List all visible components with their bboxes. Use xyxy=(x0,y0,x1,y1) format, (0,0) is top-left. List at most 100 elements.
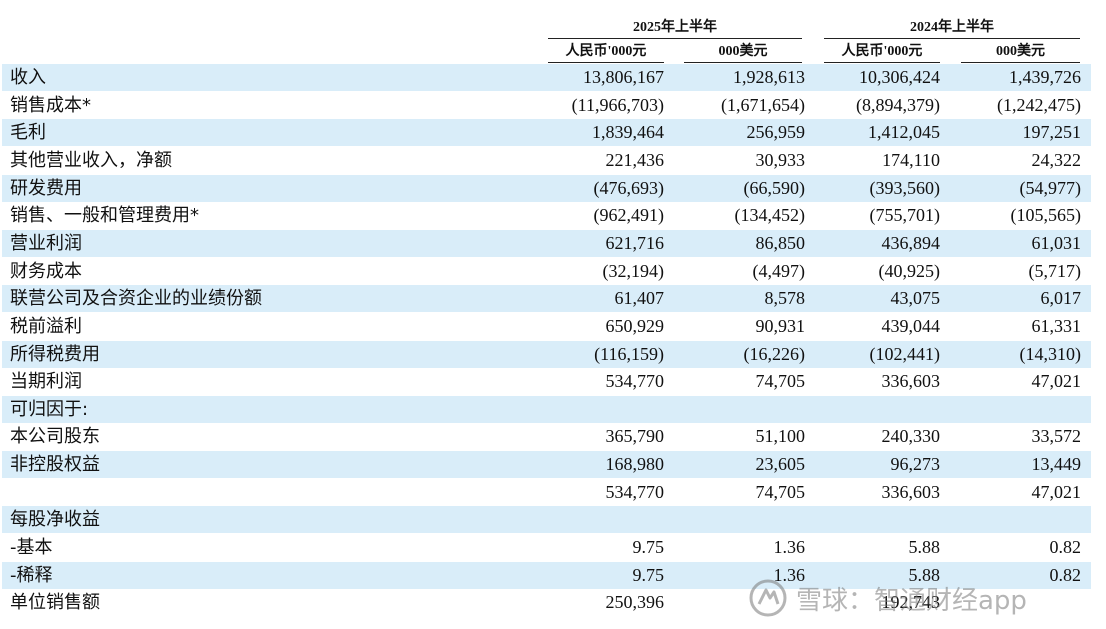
table-row: 其他营业收入，净额 221,436 30,933 174,110 24,322 xyxy=(2,147,1091,174)
value-cell: 61,407 xyxy=(614,288,665,309)
row-label: 所得税费用 xyxy=(10,343,100,365)
value-cell: 43,075 xyxy=(890,288,941,309)
value-cell: 221,436 xyxy=(605,149,665,170)
table-row: 财务成本 (32,194) (4,497) (40,925) (5,717) xyxy=(2,258,1091,285)
value-cell: (1,671,654) xyxy=(721,94,805,115)
value-cell: 51,100 xyxy=(755,426,806,447)
value-cell: 9.75 xyxy=(632,564,665,585)
value-cell: 439,044 xyxy=(881,315,941,336)
table-row: 非控股权益 168,980 23,605 96,273 13,449 xyxy=(2,451,1091,479)
value-cell xyxy=(552,396,664,423)
row-label: 研发费用 xyxy=(10,177,82,199)
value-cell: 33,572 xyxy=(1031,426,1082,447)
value-cell: (393,560) xyxy=(869,177,941,198)
row-label: -基本 xyxy=(10,537,53,559)
value-cell: (102,441) xyxy=(869,343,941,364)
value-cell: (4,497) xyxy=(752,260,806,281)
row-label: 财务成本 xyxy=(10,260,82,282)
value-cell: 96,273 xyxy=(890,454,941,475)
unit-header-usd-2024: 000美元 xyxy=(996,44,1045,59)
value-cell xyxy=(828,396,940,423)
unit-underline-rmb-2024 xyxy=(824,62,940,63)
value-cell: (8,894,379) xyxy=(856,94,940,115)
value-cell: 74,705 xyxy=(755,481,806,502)
row-label: 营业利润 xyxy=(10,232,82,254)
value-cell: 86,850 xyxy=(755,232,806,253)
unit-header-rmb-2025: 人民币'000元 xyxy=(565,44,647,59)
period-header-2024h1: 2024年上半年 xyxy=(910,20,994,35)
unit-underline-usd-2024 xyxy=(961,62,1080,63)
row-label: 其他营业收入，净额 xyxy=(10,149,172,171)
value-cell: 47,021 xyxy=(1031,371,1082,392)
value-cell: (1,242,475) xyxy=(997,94,1081,115)
row-label: 非控股权益 xyxy=(10,454,100,476)
value-cell: (962,491) xyxy=(593,205,665,226)
table-row: 当期利润 534,770 74,705 336,603 47,021 xyxy=(2,368,1091,395)
value-cell: 436,894 xyxy=(881,232,941,253)
value-cell: (105,565) xyxy=(1010,205,1082,226)
value-cell: 13,806,167 xyxy=(583,67,664,87)
value-cell: (66,590) xyxy=(743,177,806,198)
value-cell: 0.82 xyxy=(1049,537,1082,558)
value-cell: 30,933 xyxy=(755,149,806,170)
value-cell: 61,331 xyxy=(1031,315,1082,336)
table-row: 可归因于: xyxy=(2,395,1091,423)
value-cell: (755,701) xyxy=(869,205,941,226)
value-cell: 365,790 xyxy=(605,426,665,447)
period-header-2025h1: 2025年上半年 xyxy=(633,20,717,35)
row-label: 毛利 xyxy=(10,122,46,144)
row-label: 税前溢利 xyxy=(10,315,82,337)
value-cell: 534,770 xyxy=(605,371,665,392)
table-row: 每股净收益 xyxy=(2,506,1091,534)
table-row: 税前溢利 650,929 90,931 439,044 61,331 xyxy=(2,313,1091,340)
value-cell: 90,931 xyxy=(755,315,806,336)
value-cell: 61,031 xyxy=(1031,232,1082,253)
table-row: 所得税费用 (116,159) (16,226) (102,441) (14,310) xyxy=(2,340,1091,368)
row-label: -稀释 xyxy=(10,564,53,586)
value-cell: (5,717) xyxy=(1028,260,1082,281)
value-cell xyxy=(968,396,1081,423)
value-cell: 621,716 xyxy=(605,232,665,253)
value-cell xyxy=(552,506,664,533)
unit-underline-usd-2025 xyxy=(684,62,802,63)
value-cell: (134,452) xyxy=(734,205,806,226)
value-cell: 23,605 xyxy=(755,454,806,475)
value-cell: 1.36 xyxy=(773,537,806,558)
value-cell: (116,159) xyxy=(594,343,664,364)
row-label: 销售成本* xyxy=(10,94,91,116)
value-cell: 1.36 xyxy=(773,564,806,585)
value-cell xyxy=(692,506,805,533)
row-label: 联营公司及合资企业的业绩份额 xyxy=(10,288,262,310)
period-underline-2025h1 xyxy=(548,38,802,39)
value-cell: 174,110 xyxy=(882,149,940,170)
value-cell: 168,980 xyxy=(605,454,665,475)
table-row: 联营公司及合资企业的业绩份额 61,407 8,578 43,075 6,017 xyxy=(2,285,1091,313)
row-label: 当期利润 xyxy=(10,371,82,393)
value-cell: 10,306,424 xyxy=(859,67,940,87)
value-cell: 0.82 xyxy=(1049,564,1082,585)
value-cell: 8,578 xyxy=(764,288,806,309)
value-cell: 534,770 xyxy=(605,481,665,502)
table-row: 销售、一般和管理费用* (962,491) (134,452) (755,701) (1… xyxy=(2,202,1091,229)
value-cell: 240,330 xyxy=(881,426,941,447)
value-cell: 192,743 xyxy=(881,592,941,613)
value-cell: (14,310) xyxy=(1019,343,1082,364)
watermark-text: 雪球：智通财经app xyxy=(796,585,1027,616)
value-cell: 197,251 xyxy=(1022,122,1082,143)
value-cell xyxy=(828,506,940,533)
value-cell: 336,603 xyxy=(881,481,941,502)
value-cell: 250,396 xyxy=(605,592,665,613)
watermark: 雪球：智通财经app xyxy=(748,578,1027,618)
table-row: -基本 9.75 1.36 5.88 0.82 xyxy=(2,534,1091,561)
table-row: 营业利润 621,716 86,850 436,894 61,031 xyxy=(2,229,1091,257)
value-cell: 24,322 xyxy=(1031,149,1082,170)
table-row: 研发费用 (476,693) (66,590) (393,560) (54,977) xyxy=(2,174,1091,202)
value-cell: 1,439,726 xyxy=(1009,67,1081,87)
value-cell: (11,966,703) xyxy=(571,94,664,115)
value-cell: 6,017 xyxy=(1040,288,1082,309)
value-cell: 336,603 xyxy=(881,371,941,392)
snowball-logo-icon xyxy=(748,578,788,618)
row-label: 本公司股东 xyxy=(10,426,100,448)
row-label: 收入 xyxy=(10,67,46,88)
value-cell: 5.88 xyxy=(908,537,941,558)
